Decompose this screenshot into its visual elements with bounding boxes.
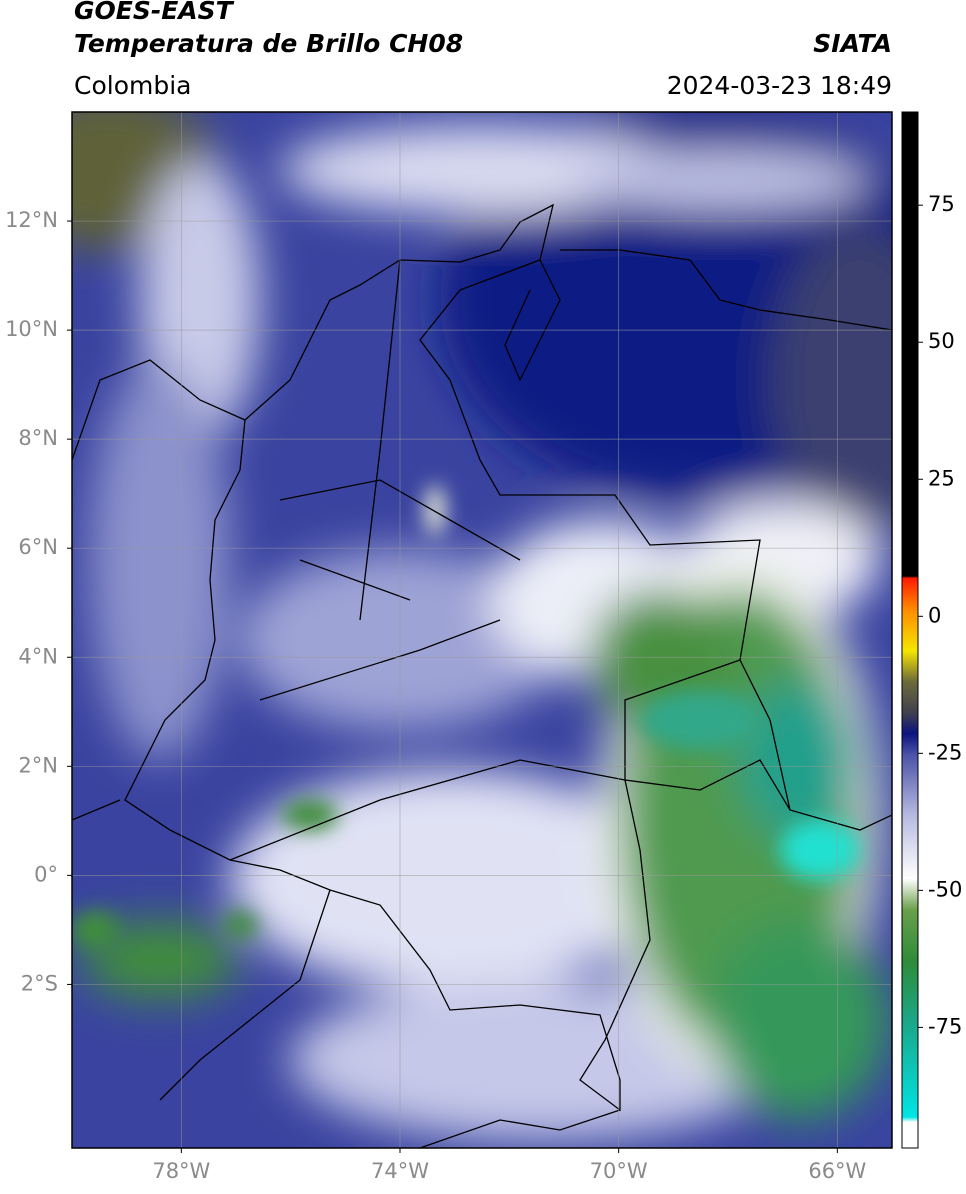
timestamp: 2024-03-23 18:49 [667,71,892,100]
lat-tick-label: 4°N [18,644,58,668]
colorbar-tick-label: 50 [928,329,955,353]
borders [72,203,892,1148]
map-frame [71,111,893,1149]
lat-tick-label: 12°N [5,208,58,232]
lon-tick-label: 66°W [808,1159,866,1183]
source: SIATA [813,29,892,58]
subtitle: Temperatura de Brillo CH08 [74,29,463,58]
colorbar-tick-label: -50 [928,877,962,901]
region: Colombia [74,71,191,100]
lat-tick-label: 2°N [18,753,58,777]
colorbar-tick-label: 75 [928,192,955,216]
lon-tick-label: 70°W [590,1159,648,1183]
lat-tick-label: 0° [34,862,58,886]
lat-tick-label: 2°S [21,971,58,995]
title: GOES-EAST [74,0,235,25]
graticule [72,112,892,1148]
lat-tick-label: 6°N [18,535,58,559]
colorbar-tick-label: -75 [928,1014,962,1038]
lon-tick-label: 78°W [152,1159,210,1183]
lat-tick-label: 8°N [18,426,58,450]
colorbar-tick-label: 0 [928,603,941,627]
colorbar-tick-label: -25 [928,740,962,764]
colorbar [901,111,919,1149]
lon-tick-label: 74°W [371,1159,429,1183]
lat-tick-label: 10°N [5,317,58,341]
colorbar-tick-label: 25 [928,466,955,490]
satellite-image [72,112,892,1148]
